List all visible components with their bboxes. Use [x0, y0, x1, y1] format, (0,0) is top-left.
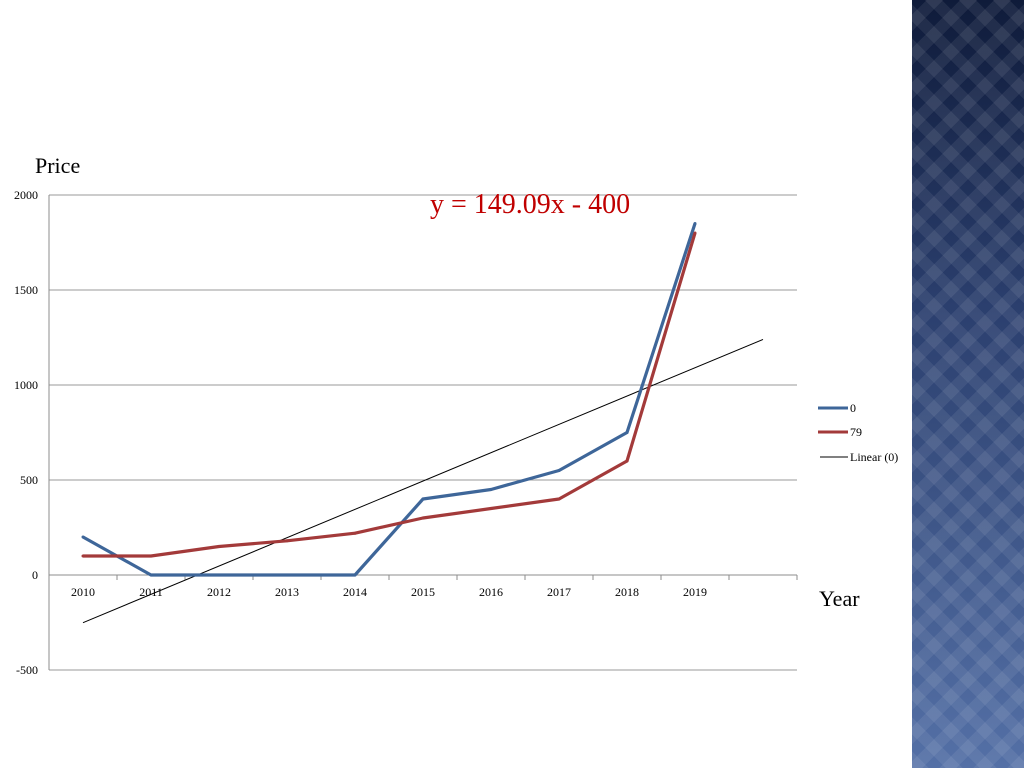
y-tick-labels: 2000 1500 1000 500 0 -500: [14, 188, 38, 677]
data-point: [557, 497, 561, 501]
series-layer: [81, 222, 697, 577]
legend-label-series-1: 79: [850, 425, 862, 439]
series-line-0: [82, 223, 697, 577]
x-tick-label: 2019: [683, 585, 707, 599]
data-point: [421, 516, 425, 520]
data-point: [217, 573, 221, 577]
x-tick-label: 2012: [207, 585, 231, 599]
x-tick-label: 2014: [343, 585, 367, 599]
data-point: [489, 488, 493, 491]
data-point: [693, 222, 697, 225]
y-tick-label: 0: [32, 568, 38, 582]
data-point: [81, 535, 85, 539]
trendline-equation: y = 149.09x - 400: [430, 189, 630, 220]
data-point: [625, 431, 629, 434]
x-tick-label: 2017: [547, 585, 571, 599]
y-axis-title: Price: [35, 153, 80, 178]
x-tick-label: 2016: [479, 585, 503, 599]
data-point: [353, 531, 357, 535]
y-tick-label: -500: [16, 663, 38, 677]
data-point: [149, 554, 153, 558]
x-axis-title: Year: [819, 586, 860, 611]
data-point: [353, 573, 357, 577]
data-point: [285, 573, 289, 577]
trendline-layer: [82, 338, 764, 624]
data-point: [81, 554, 85, 558]
y-tick-label: 1000: [14, 378, 38, 392]
trendline: [82, 338, 764, 624]
data-point: [693, 231, 697, 235]
x-tick-label: 2010: [71, 585, 95, 599]
data-point: [149, 573, 153, 577]
x-tick-label: 2011: [139, 585, 163, 599]
legend: 0 79 Linear (0): [818, 401, 898, 464]
y-tick-label: 1500: [14, 283, 38, 297]
data-point: [421, 497, 425, 501]
legend-label-series-0: 0: [850, 401, 856, 415]
x-tick-label: 2018: [615, 585, 639, 599]
x-tick-label: 2013: [275, 585, 299, 599]
y-tick-label: 500: [20, 473, 38, 487]
x-tick-labels: 2010 2011 2012 2013 2014 2015 2016 2017 2018 2019: [71, 585, 707, 599]
data-point: [625, 459, 629, 463]
y-tick-label: 2000: [14, 188, 38, 202]
series-line-1: [83, 232, 697, 558]
data-point: [489, 507, 493, 510]
decorative-side-band: [912, 0, 1024, 768]
x-tick-label: 2015: [411, 585, 435, 599]
data-point: [557, 469, 561, 472]
legend-label-trendline: Linear (0): [850, 450, 898, 464]
data-point: [285, 539, 289, 543]
data-point: [217, 545, 221, 548]
